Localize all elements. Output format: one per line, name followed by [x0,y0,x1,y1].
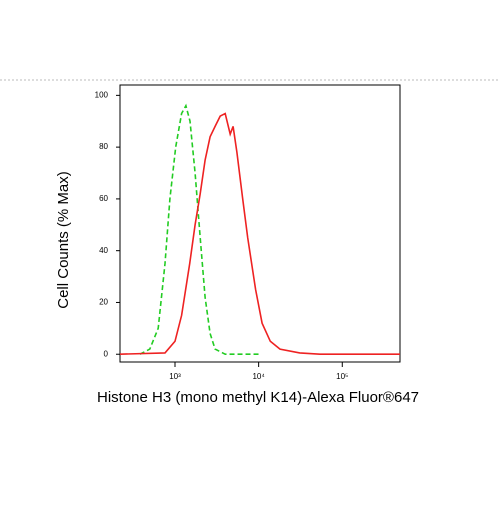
x-tick-label: 10⁵ [336,372,348,381]
histogram-line [139,103,259,355]
y-tick-label: 20 [99,298,108,307]
x-tick-label: 10⁴ [252,372,265,381]
x-tick-label: 10³ [169,372,181,381]
y-tick-label: 60 [99,194,108,203]
y-tick-label: 40 [99,246,108,255]
y-axis-label: Cell Counts (% Max) [55,171,72,309]
plot-frame [119,84,401,363]
y-tick-label: 0 [104,349,109,358]
histogram-line [119,112,400,355]
y-tick-label: 80 [99,142,108,151]
x-axis-label: Histone H3 (mono methyl K14)-Alexa Fluor… [97,389,419,406]
y-tick-label: 100 [95,90,109,99]
